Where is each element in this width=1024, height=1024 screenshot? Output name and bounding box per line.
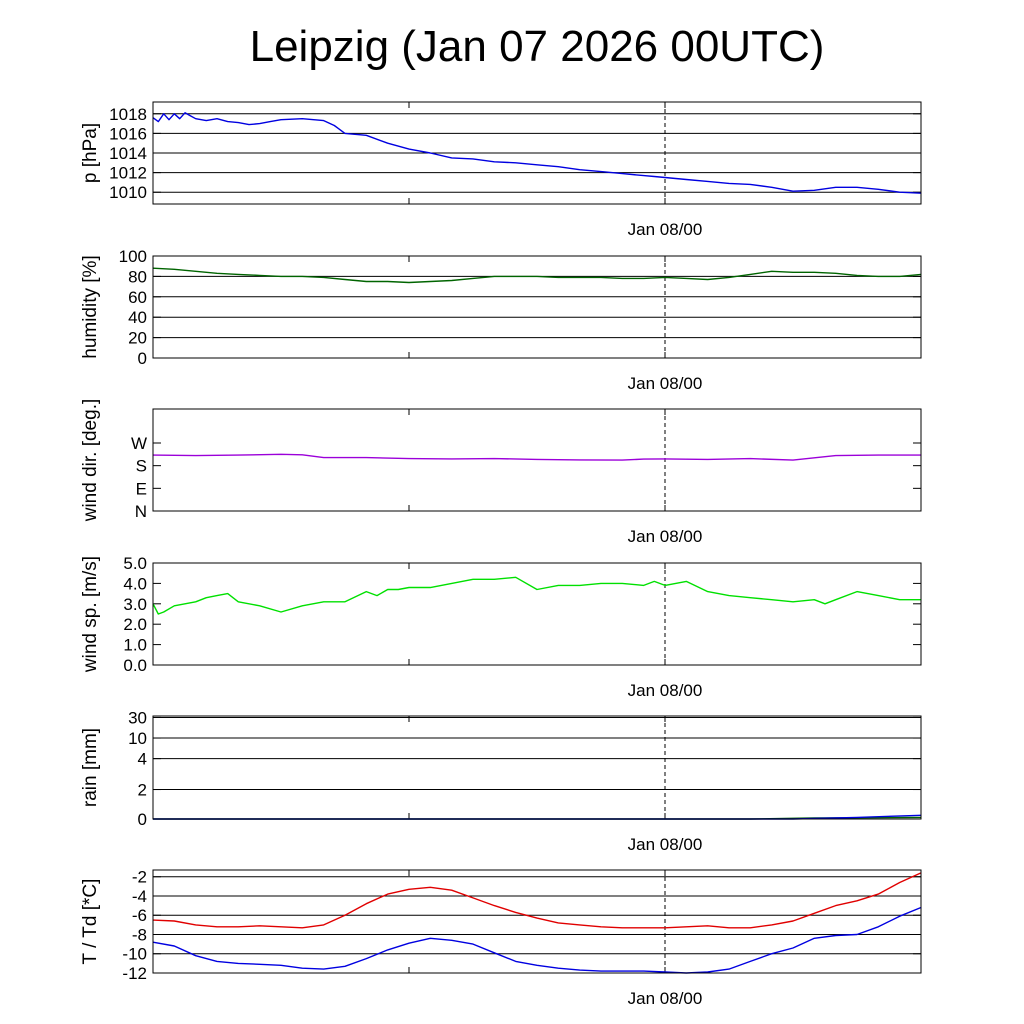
temperature-ytick-label: -6 bbox=[132, 906, 147, 925]
temperature-ytick-label: -12 bbox=[122, 964, 147, 983]
wind-direction-frame bbox=[152, 408, 922, 512]
wind-speed-frame bbox=[152, 562, 922, 666]
wind-speed-ytick-label: 5.0 bbox=[123, 554, 147, 573]
rain-ytick-label: 30 bbox=[128, 708, 147, 727]
pressure-ytick-label: 1012 bbox=[109, 164, 147, 183]
temperature-ytick-label: -2 bbox=[132, 868, 147, 887]
pressure-ytick-label: 1016 bbox=[109, 124, 147, 143]
wind-direction-series-0 bbox=[152, 453, 921, 461]
rain-ytick-label: 4 bbox=[138, 750, 147, 769]
wind-direction-ytick-label: S bbox=[136, 457, 147, 476]
wind-speed-series-0 bbox=[152, 576, 921, 615]
humidity-ytick-label: 60 bbox=[128, 288, 147, 307]
wind-speed-ytick-label: 0.0 bbox=[123, 656, 147, 675]
humidity-frame bbox=[152, 255, 922, 359]
humidity-ylabel: humidity [%] bbox=[80, 255, 101, 358]
wind-direction-ytick-label: N bbox=[135, 502, 147, 521]
pressure-frame bbox=[152, 101, 922, 205]
wind-speed-ytick-label: 2.0 bbox=[123, 615, 147, 634]
temperature-series-0 bbox=[152, 872, 922, 929]
humidity-ytick-label: 40 bbox=[128, 308, 147, 327]
wind-speed-xtick-label: Jan 08/00 bbox=[628, 681, 703, 700]
pressure-series-0 bbox=[152, 112, 922, 194]
wind-direction-ytick-label: W bbox=[131, 434, 147, 453]
rain-frame bbox=[152, 715, 922, 820]
temperature-ylabel: T / Td [*C] bbox=[80, 879, 101, 965]
pressure-ytick-label: 1014 bbox=[109, 144, 147, 163]
humidity-ytick-label: 0 bbox=[138, 349, 147, 368]
temperature-ytick-label: -10 bbox=[122, 945, 147, 964]
wind-direction-ytick-label: E bbox=[136, 479, 147, 498]
chart-title: Leipzig (Jan 07 2026 00UTC) bbox=[249, 22, 825, 71]
rain-ytick-label: 2 bbox=[138, 781, 147, 800]
pressure-ytick-label: 1018 bbox=[109, 105, 147, 124]
rain-xtick-label: Jan 08/00 bbox=[628, 835, 703, 854]
humidity-ytick-label: 80 bbox=[128, 267, 147, 286]
wind-speed-ytick-label: 1.0 bbox=[123, 636, 147, 655]
wind-speed-ylabel: wind sp. [m/s] bbox=[80, 556, 101, 673]
humidity-ytick-label: 100 bbox=[119, 247, 147, 266]
temperature-ytick-label: -4 bbox=[132, 887, 147, 906]
temperature-xtick-label: Jan 08/00 bbox=[628, 989, 703, 1008]
pressure-ytick-label: 1010 bbox=[109, 183, 147, 202]
humidity-ytick-label: 20 bbox=[128, 329, 147, 348]
wind-direction-xtick-label: Jan 08/00 bbox=[628, 527, 703, 546]
temperature-frame bbox=[152, 869, 922, 974]
temperature-ytick-label: -8 bbox=[132, 925, 147, 944]
rain-series-1 bbox=[153, 814, 922, 820]
wind-speed-ytick-label: 3.0 bbox=[123, 595, 147, 614]
wind-direction-ylabel: wind dir. [deg.] bbox=[80, 399, 101, 523]
rain-ytick-label: 0 bbox=[138, 810, 147, 829]
rain-ytick-label: 10 bbox=[128, 729, 147, 748]
temperature-series-1 bbox=[152, 906, 922, 974]
pressure-xtick-label: Jan 08/00 bbox=[628, 220, 703, 239]
pressure-ylabel: p [hPa] bbox=[80, 123, 101, 183]
humidity-xtick-label: Jan 08/00 bbox=[628, 374, 703, 393]
humidity-series-0 bbox=[152, 267, 922, 284]
wind-speed-ytick-label: 4.0 bbox=[123, 574, 147, 593]
rain-ylabel: rain [mm] bbox=[80, 728, 101, 807]
